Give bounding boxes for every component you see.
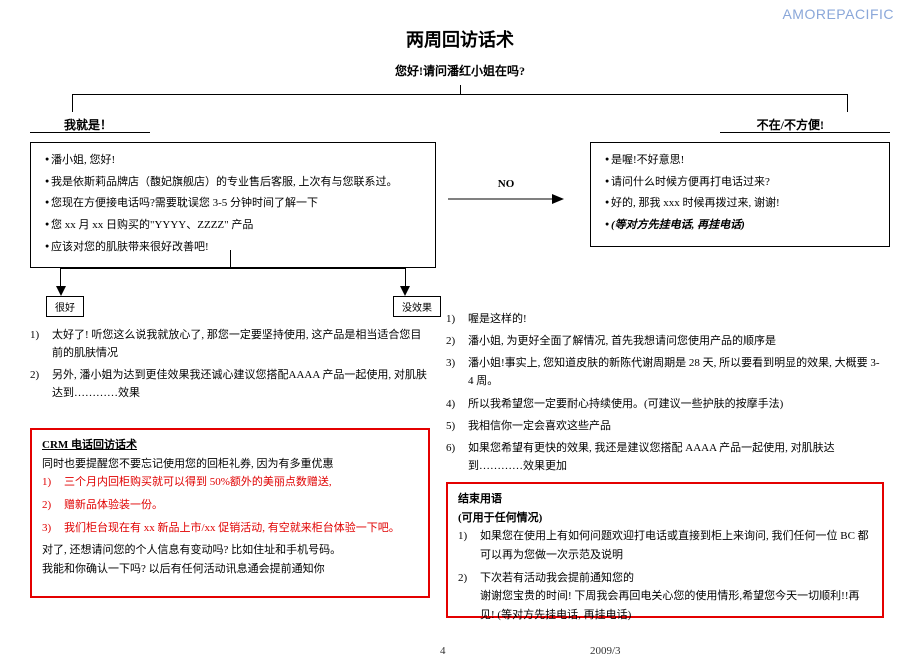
arrowhead-icon — [56, 286, 66, 296]
subtitle: 您好!请问潘红小姐在吗? — [24, 62, 896, 79]
underline-right — [720, 132, 890, 133]
arrowhead-icon — [400, 286, 410, 296]
list-item: 潘小姐!事实上, 您知道皮肤的新陈代谢周期是 28 天, 所以要看到明显的效果,… — [468, 354, 882, 390]
crm-intro: 同时也要提醒您不要忘记使用您的回柜礼券, 因为有多重优惠 — [42, 458, 334, 470]
arrow-label: NO — [498, 178, 515, 190]
crm-outro: 我能和你确认一下吗? 以后有任何活动讯息通会提前通知你 — [42, 563, 325, 575]
list-item: 您 xx 月 xx 日购买的"YYYY、ZZZZ" 产品 — [45, 216, 425, 235]
list-item: 太好了! 听您这么说我就放心了, 那您一定要坚持使用, 这产品是相当适合您目前的… — [52, 326, 430, 362]
bad-response-column: 1)喔是这样的! 2)潘小姐, 为更好全面了解情况, 首先我想请问您使用产品的顺… — [446, 310, 882, 479]
tag-good: 很好 — [46, 296, 84, 317]
list-item: 好的, 那我 xxx 时候再拨过来, 谢谢! — [605, 194, 879, 213]
branch-label-yes: 我就是！ — [64, 116, 112, 133]
no-arrow: NO — [448, 178, 564, 206]
arrow-icon — [448, 192, 564, 206]
list-item: 是喔!不好意思! — [605, 151, 879, 170]
available-list: 潘小姐, 您好! 我是依斯莉品牌店（馥妃旗舰店）的专业售后客服, 上次有与您联系… — [45, 151, 425, 256]
list-item: 您现在方便接电话吗?需要耽误您 3-5 分钟时间了解一下 — [45, 194, 425, 213]
footer-date: 2009/3 — [590, 645, 621, 657]
list-item: 如果您在使用上有如何问题欢迎打电话或直接到柜上来询问, 我们任何一位 BC 都可… — [480, 527, 872, 564]
list-item: 另外, 潘小姐为达到更佳效果我还诚心建议您搭配AAAA 产品一起使用, 对肌肤达… — [52, 366, 430, 402]
closing-box: 结束用语 (可用于任何情况) 1)如果您在使用上有如何问题欢迎打电话或直接到柜上… — [446, 482, 884, 618]
page-number: 4 — [440, 645, 446, 657]
list-item: 如果您希望有更快的效果, 我还是建议您搭配 AAAA 产品一起使用, 对肌肤达到… — [468, 439, 882, 475]
branch-label-no: 不在/不方便! — [757, 116, 824, 133]
crm-outro: 对了, 还想请问您的个人信息有变动吗? 比如住址和手机号码。 — [42, 544, 341, 556]
list-item: 下次若有活动我会提前通知您的 谢谢您宝贵的时间! 下周我会再回电关心您的使用情形… — [480, 569, 872, 625]
page-title: 两周回访话术 — [24, 26, 896, 52]
crm-callback-box: CRM 电话回访话术 同时也要提醒您不要忘记使用您的回柜礼券, 因为有多重优惠 … — [30, 428, 430, 598]
list-item: 请问什么时候方便再打电话过来? — [605, 173, 879, 192]
list-item: 我相信你一定会喜欢这些产品 — [468, 417, 611, 435]
script-box-unavailable: 是喔!不好意思! 请问什么时候方便再打电话过来? 好的, 那我 xxx 时候再拨… — [590, 142, 890, 247]
tag-no-effect: 没效果 — [393, 296, 441, 317]
brand-logo: AMOREPACIFIC — [782, 6, 894, 22]
list-item: 三个月内回柜购买就可以得到 50%额外的美丽点数赠送, — [64, 473, 332, 492]
list-item: 潘小姐, 您好! — [45, 151, 425, 170]
closing-title: 结束用语 — [458, 493, 502, 505]
crm-title: CRM 电话回访话术 — [42, 439, 137, 451]
underline-left — [30, 132, 150, 133]
list-item: 我是依斯莉品牌店（馥妃旗舰店）的专业售后客服, 上次有与您联系过。 — [45, 173, 425, 192]
list-item: 赠新品体验装一份。 — [64, 496, 163, 515]
list-item: 潘小姐, 为更好全面了解情况, 首先我想请问您使用产品的顺序是 — [468, 332, 776, 350]
list-item: (等对方先挂电话, 再挂电话) — [605, 216, 879, 235]
closing-subtitle: (可用于任何情况) — [458, 512, 542, 524]
list-item: 所以我希望您一定要耐心持续使用。(可建议一些护肤的按摩手法) — [468, 395, 783, 413]
result-branch — [30, 250, 436, 306]
good-response-column: 1)太好了! 听您这么说我就放心了, 那您一定要坚持使用, 这产品是相当适合您目… — [30, 326, 430, 407]
list-item: 我们柜台现在有 xx 新品上市/xx 促销活动, 有空就来柜台体验一下吧。 — [64, 519, 400, 538]
list-item: 喔是这样的! — [468, 310, 527, 328]
branch-bracket — [72, 94, 848, 112]
unavailable-list: 是喔!不好意思! 请问什么时候方便再打电话过来? 好的, 那我 xxx 时候再拨… — [605, 151, 879, 235]
